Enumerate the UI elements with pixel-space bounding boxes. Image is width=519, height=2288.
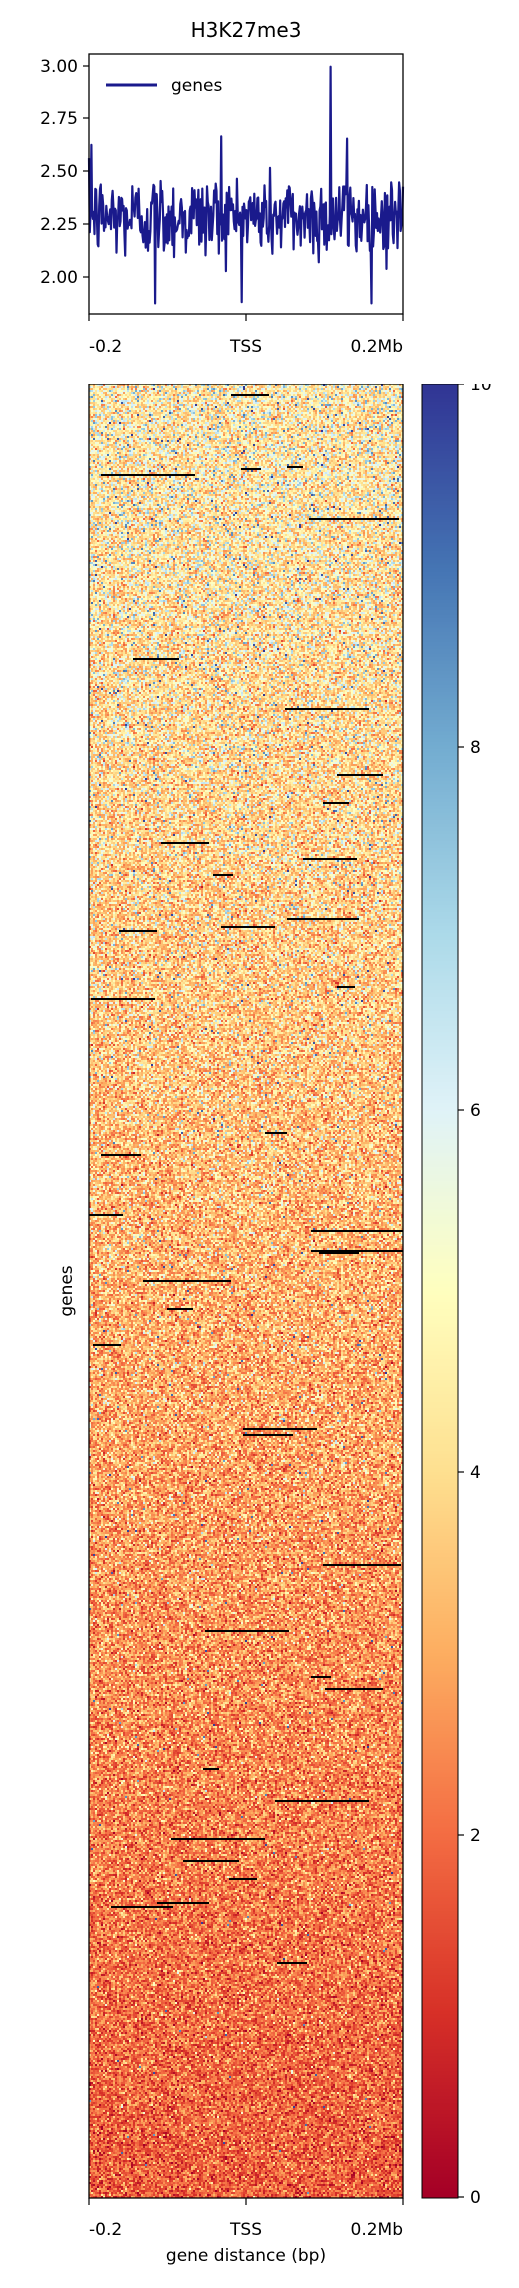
xtick-label: TSS (229, 337, 262, 357)
heatmap-image (89, 384, 403, 2198)
ytick-label: 2.00 (40, 268, 78, 288)
xtick-label: 0.2Mb (351, 337, 404, 357)
profile-legend: genes (106, 76, 222, 96)
heatmap-y-axis-label: genes (57, 1265, 77, 1316)
colorbar-gradient (422, 384, 458, 2198)
profile-y-axis: 3.00 2.75 2.50 2.25 2.00 (40, 57, 89, 288)
ytick-label: 2.25 (40, 215, 78, 235)
colorbar-tick-label: 2 (470, 1826, 481, 1846)
colorbar-tick-label: 4 (470, 1463, 481, 1483)
ytick-label: 2.75 (40, 109, 78, 129)
colorbar-tick-label: 10 (470, 384, 492, 395)
colorbar-tick-label: 8 (470, 738, 481, 758)
xtick-label: 0.2Mb (351, 2220, 404, 2240)
xtick-label: TSS (229, 2220, 262, 2240)
ytick-label: 2.50 (40, 162, 78, 182)
xtick-label: -0.2 (89, 337, 122, 357)
profile-plot: H3K27me3 genes 3.00 2.75 2.50 2.25 2.00 (40, 18, 405, 357)
colorbar-tick-label: 0 (470, 2188, 481, 2208)
colorbar-ticks: 10 8 6 4 2 0 (458, 384, 492, 2208)
profile-x-axis: -0.2 TSS 0.2Mb (88, 314, 404, 357)
plot-title: H3K27me3 (191, 18, 302, 42)
ytick-label: 3.00 (40, 57, 78, 77)
xtick-label: -0.2 (89, 2220, 122, 2240)
heatmap-x-axis-label: gene distance (bp) (166, 2246, 326, 2266)
colorbar-tick-label: 6 (470, 1101, 481, 1121)
legend-label-genes: genes (171, 76, 222, 96)
profile-series-line (87, 65, 405, 305)
heatmap-x-axis: -0.2 TSS 0.2Mb gene distance (bp) (88, 2198, 404, 2266)
profile-axes-frame (88, 53, 404, 315)
